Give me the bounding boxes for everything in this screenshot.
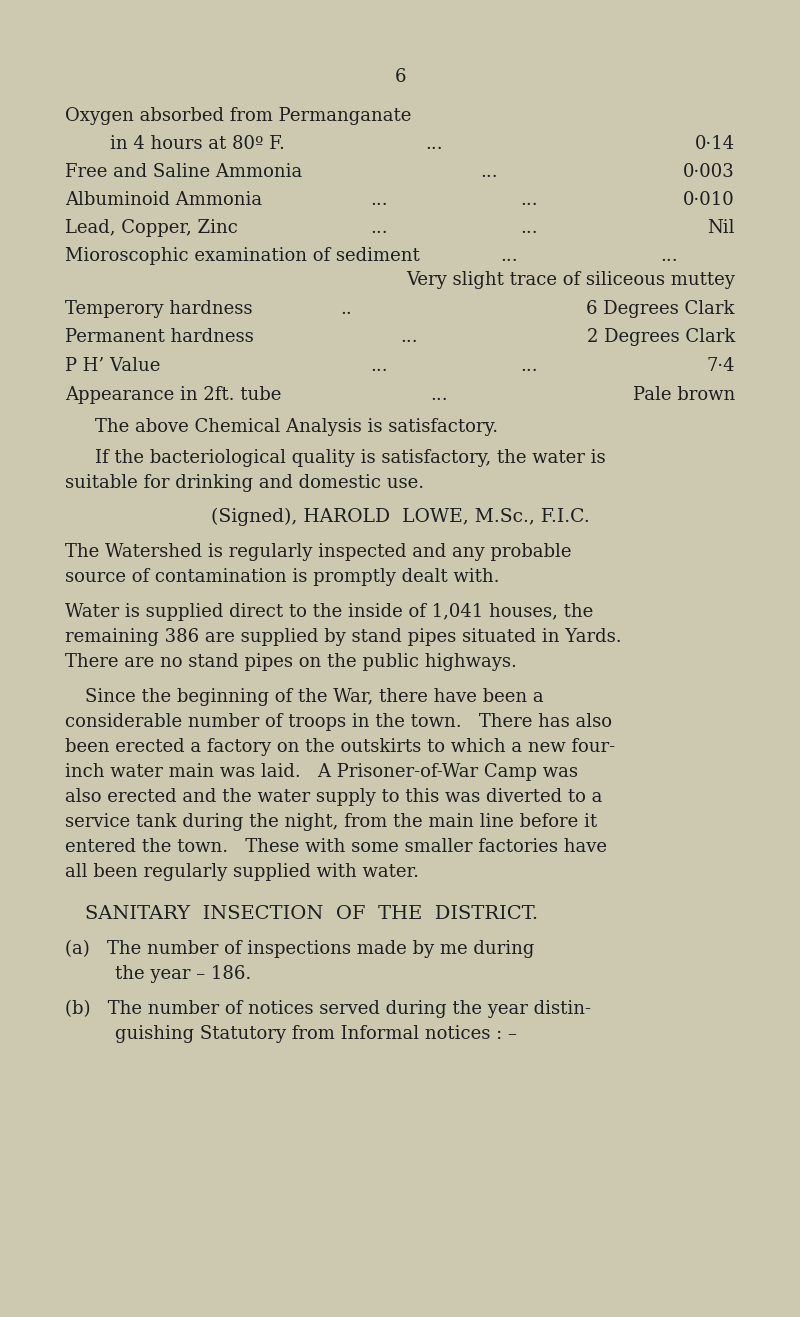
Text: ...: ...: [520, 357, 538, 375]
Text: 2 Degrees Clark: 2 Degrees Clark: [586, 328, 735, 346]
Text: (Signed), HAROLD  LOWE, M.Sc., F.I.C.: (Signed), HAROLD LOWE, M.Sc., F.I.C.: [210, 508, 590, 527]
Text: ...: ...: [520, 219, 538, 237]
Text: Nil: Nil: [707, 219, 735, 237]
Text: ...: ...: [660, 248, 678, 265]
Text: the year – 186.: the year – 186.: [115, 965, 251, 982]
Text: (a)   The number of inspections made by me during: (a) The number of inspections made by me…: [65, 940, 534, 959]
Text: 0·010: 0·010: [683, 191, 735, 209]
Text: Mioroscophic examination of sediment: Mioroscophic examination of sediment: [65, 248, 420, 265]
Text: 0·003: 0·003: [683, 163, 735, 180]
Text: suitable for drinking and domestic use.: suitable for drinking and domestic use.: [65, 474, 424, 493]
Text: SANITARY  INSECTION  OF  THE  DISTRICT.: SANITARY INSECTION OF THE DISTRICT.: [85, 905, 538, 923]
Text: Since the beginning of the War, there have been a: Since the beginning of the War, there ha…: [85, 687, 544, 706]
Text: guishing Statutory from Informal notices : –: guishing Statutory from Informal notices…: [115, 1025, 517, 1043]
Text: Appearance in 2ft. tube: Appearance in 2ft. tube: [65, 386, 282, 404]
Text: Oxygen absorbed from Permanganate: Oxygen absorbed from Permanganate: [65, 107, 411, 125]
Text: The above Chemical Analysis is satisfactory.: The above Chemical Analysis is satisfact…: [95, 417, 498, 436]
Text: 6 Degrees Clark: 6 Degrees Clark: [586, 300, 735, 317]
Text: Permanent hardness: Permanent hardness: [65, 328, 254, 346]
Text: ...: ...: [370, 357, 388, 375]
Text: Albuminoid Ammonia: Albuminoid Ammonia: [65, 191, 262, 209]
Text: There are no stand pipes on the public highways.: There are no stand pipes on the public h…: [65, 653, 517, 670]
Text: in 4 hours at 80º F.: in 4 hours at 80º F.: [110, 136, 285, 153]
Text: remaining 386 are supplied by stand pipes situated in Yards.: remaining 386 are supplied by stand pipe…: [65, 628, 622, 647]
Text: ..: ..: [340, 300, 352, 317]
Text: entered the town.   These with some smaller factories have: entered the town. These with some smalle…: [65, 838, 607, 856]
Text: 0·14: 0·14: [695, 136, 735, 153]
Text: ...: ...: [430, 386, 448, 404]
Text: all been regularly supplied with water.: all been regularly supplied with water.: [65, 863, 419, 881]
Text: Very slight trace of siliceous muttey: Very slight trace of siliceous muttey: [406, 271, 735, 288]
Text: ...: ...: [500, 248, 518, 265]
Text: 7·4: 7·4: [706, 357, 735, 375]
Text: ...: ...: [425, 136, 442, 153]
Text: ...: ...: [370, 219, 388, 237]
Text: source of contamination is promptly dealt with.: source of contamination is promptly deal…: [65, 568, 499, 586]
Text: If the bacteriological quality is satisfactory, the water is: If the bacteriological quality is satisf…: [95, 449, 606, 468]
Text: ...: ...: [400, 328, 418, 346]
Text: ...: ...: [520, 191, 538, 209]
Text: considerable number of troops in the town.   There has also: considerable number of troops in the tow…: [65, 712, 612, 731]
Text: (b)   The number of notices served during the year distin-: (b) The number of notices served during …: [65, 1000, 591, 1018]
Text: Free and Saline Ammonia: Free and Saline Ammonia: [65, 163, 302, 180]
Text: Temperory hardness: Temperory hardness: [65, 300, 253, 317]
Text: 6: 6: [394, 68, 406, 86]
Text: P H’ Value: P H’ Value: [65, 357, 160, 375]
Text: inch water main was laid.   A Prisoner-of-War Camp was: inch water main was laid. A Prisoner-of-…: [65, 763, 578, 781]
Text: service tank during the night, from the main line before it: service tank during the night, from the …: [65, 813, 597, 831]
Text: Pale brown: Pale brown: [633, 386, 735, 404]
Text: Water is supplied direct to the inside of 1,041 houses, the: Water is supplied direct to the inside o…: [65, 603, 594, 622]
Text: Lead, Copper, Zinc: Lead, Copper, Zinc: [65, 219, 238, 237]
Text: ...: ...: [480, 163, 498, 180]
Text: also erected and the water supply to this was diverted to a: also erected and the water supply to thi…: [65, 788, 602, 806]
Text: The Watershed is regularly inspected and any probable: The Watershed is regularly inspected and…: [65, 543, 571, 561]
Text: ...: ...: [370, 191, 388, 209]
Text: been erected a factory on the outskirts to which a new four-: been erected a factory on the outskirts …: [65, 738, 615, 756]
